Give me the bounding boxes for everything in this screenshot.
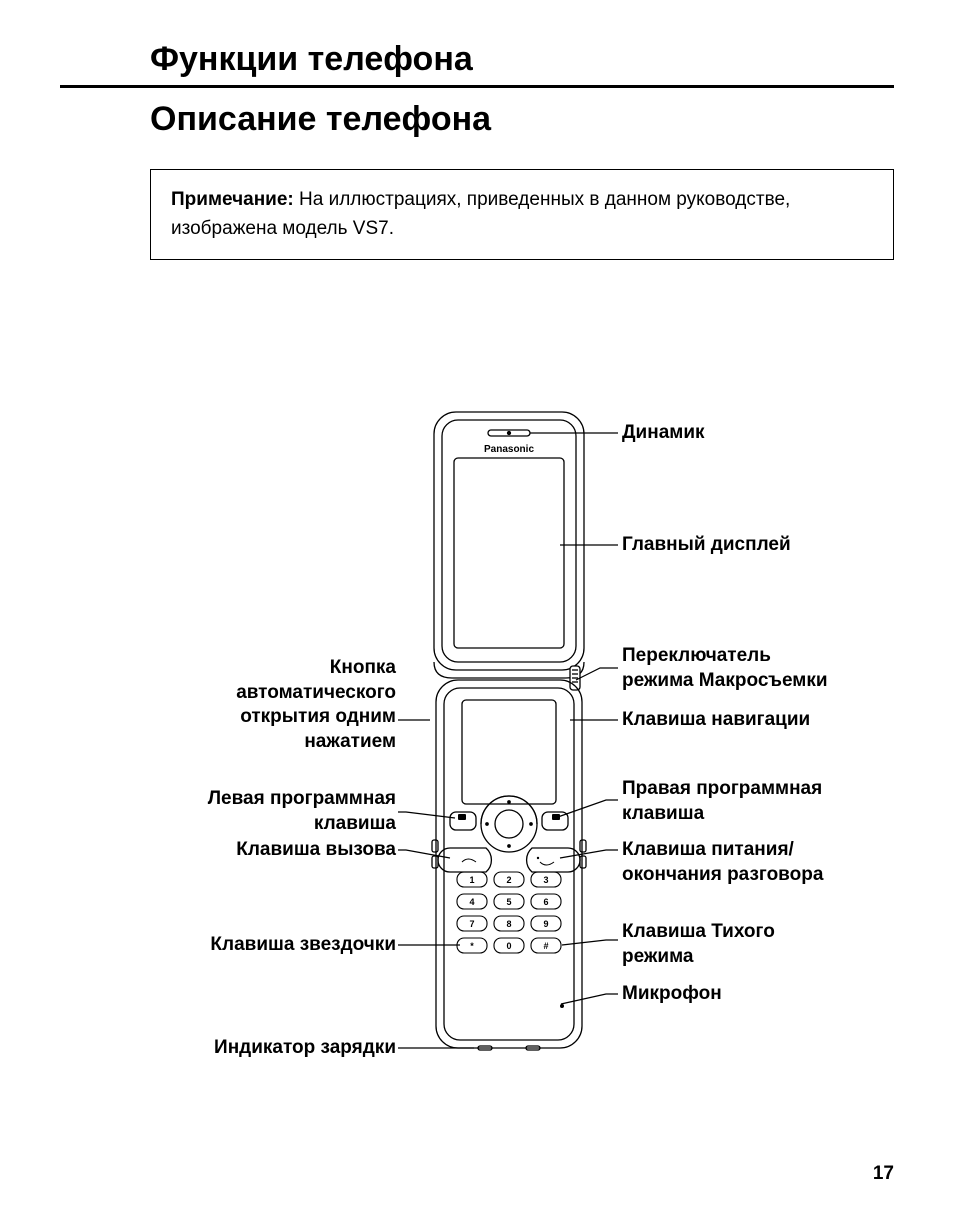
svg-text:5: 5 bbox=[506, 897, 511, 907]
label-power-end-key: Клавиша питания/ окончания разговора bbox=[622, 838, 823, 887]
label-one-push-open: Кнопка автоматического открытия одним на… bbox=[236, 656, 396, 755]
phone-illustration: Panasonic bbox=[428, 410, 590, 1060]
svg-text:3: 3 bbox=[543, 875, 548, 885]
label-microphone: Микрофон bbox=[622, 982, 722, 1007]
label-silent-key: Клавиша Тихого режима bbox=[622, 920, 775, 969]
label-call-key: Клавиша вызова bbox=[236, 838, 396, 863]
svg-text:*: * bbox=[470, 941, 474, 951]
page-number: 17 bbox=[873, 1163, 894, 1185]
svg-text:6: 6 bbox=[543, 897, 548, 907]
label-right-soft-key: Правая программная клавиша bbox=[622, 777, 822, 826]
page-title: Функции телефона bbox=[60, 40, 894, 79]
svg-text:8: 8 bbox=[506, 919, 511, 929]
page-subtitle: Описание телефона bbox=[60, 100, 894, 139]
svg-text:#: # bbox=[543, 941, 548, 951]
brand-label: Panasonic bbox=[484, 444, 534, 455]
phone-diagram: Panasonic bbox=[0, 400, 954, 1060]
note-label: Примечание: bbox=[171, 189, 294, 210]
label-macro-switch: Переключатель режима Макросъемки bbox=[622, 644, 828, 693]
label-left-soft-key: Левая программная клавиша bbox=[208, 787, 396, 836]
svg-text:4: 4 bbox=[469, 897, 474, 907]
svg-text:0: 0 bbox=[506, 941, 511, 951]
label-star-key: Клавиша звездочки bbox=[210, 933, 396, 958]
label-speaker: Динамик bbox=[622, 421, 705, 446]
label-main-display: Главный дисплей bbox=[622, 533, 791, 558]
note-box: Примечание: На иллюстрациях, приведенных… bbox=[150, 169, 894, 260]
svg-text:9: 9 bbox=[543, 919, 548, 929]
svg-text:7: 7 bbox=[469, 919, 474, 929]
svg-text:1: 1 bbox=[469, 875, 474, 885]
label-charge-indicator: Индикатор зарядки bbox=[214, 1036, 396, 1061]
title-divider bbox=[60, 85, 894, 88]
label-nav-key: Клавиша навигации bbox=[622, 708, 810, 733]
svg-text:2: 2 bbox=[506, 875, 511, 885]
